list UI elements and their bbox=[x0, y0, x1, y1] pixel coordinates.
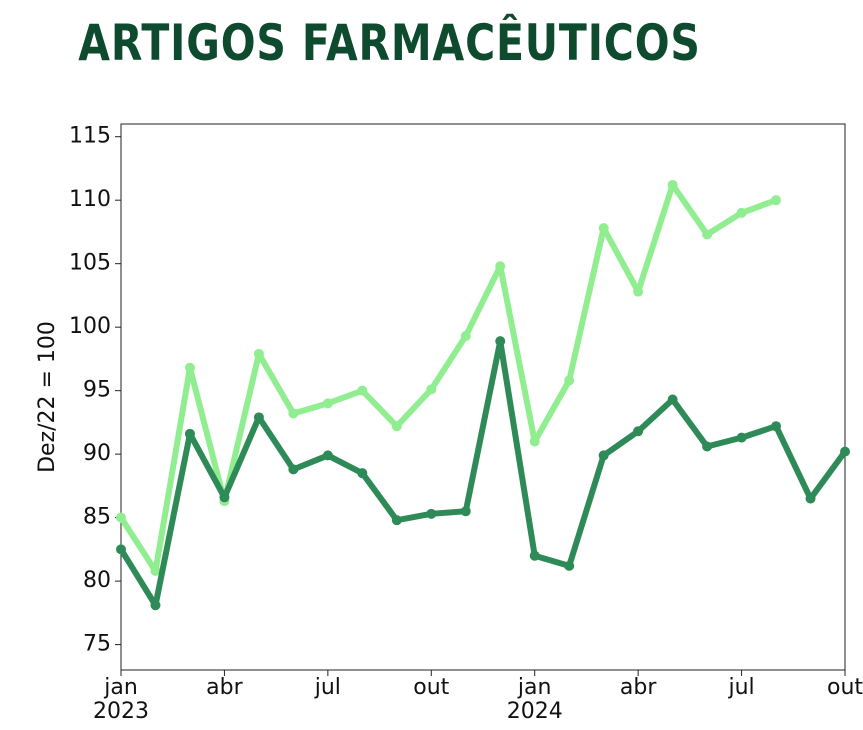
data-point bbox=[702, 441, 713, 452]
data-point bbox=[529, 550, 540, 561]
x-tick-label: jul bbox=[728, 675, 755, 700]
y-tick-label: 85 bbox=[83, 505, 111, 530]
data-point bbox=[460, 506, 471, 517]
data-point bbox=[495, 336, 506, 347]
data-point bbox=[219, 492, 230, 503]
x-tick-label: out bbox=[413, 675, 450, 700]
data-point bbox=[150, 565, 161, 576]
data-point bbox=[391, 421, 402, 432]
data-point bbox=[598, 450, 609, 461]
data-point bbox=[357, 468, 368, 479]
data-point bbox=[253, 412, 264, 423]
chart-title: ARTIGOS FARMACÊUTICOS bbox=[78, 14, 701, 72]
x-tick-label: jul bbox=[314, 675, 341, 700]
series bbox=[116, 179, 782, 576]
data-point bbox=[495, 261, 506, 272]
data-point bbox=[633, 286, 644, 297]
data-point bbox=[736, 432, 747, 443]
data-point bbox=[426, 508, 437, 519]
data-point bbox=[633, 426, 644, 437]
y-tick-label: 100 bbox=[69, 314, 111, 339]
x-tick-label: out bbox=[826, 675, 863, 700]
data-point bbox=[184, 362, 195, 373]
y-tick-label: 115 bbox=[69, 124, 111, 149]
x-tick-label: jan 2023 bbox=[93, 675, 149, 724]
data-point bbox=[184, 428, 195, 439]
data-point bbox=[288, 464, 299, 475]
data-point bbox=[288, 408, 299, 419]
plot-frame bbox=[120, 123, 846, 671]
x-tick-label: abr bbox=[206, 675, 243, 700]
data-point bbox=[598, 223, 609, 234]
data-point bbox=[322, 398, 333, 409]
x-tick-label: jan 2024 bbox=[506, 675, 563, 724]
y-tick-label: 105 bbox=[69, 251, 111, 276]
data-point bbox=[322, 450, 333, 461]
y-tick-label: 80 bbox=[83, 568, 111, 593]
data-point bbox=[805, 493, 816, 504]
y-tick-label: 95 bbox=[83, 378, 111, 403]
y-tick-label: 110 bbox=[69, 187, 111, 212]
data-point bbox=[667, 394, 678, 405]
data-point bbox=[529, 436, 540, 447]
data-point bbox=[564, 375, 575, 386]
data-point bbox=[116, 544, 126, 555]
data-point bbox=[426, 384, 437, 395]
data-point bbox=[150, 600, 161, 611]
data-point bbox=[391, 515, 402, 526]
data-point bbox=[116, 512, 126, 523]
data-point bbox=[771, 195, 782, 206]
data-point bbox=[840, 446, 850, 457]
series-line bbox=[118, 338, 848, 609]
data-point bbox=[736, 207, 747, 218]
data-point bbox=[460, 331, 471, 342]
y-tick-label: 75 bbox=[83, 632, 111, 657]
series bbox=[116, 336, 850, 611]
data-point bbox=[667, 179, 678, 190]
data-point bbox=[771, 421, 782, 432]
data-point bbox=[702, 229, 713, 240]
y-tick-label: 90 bbox=[83, 441, 111, 466]
x-tick-label: abr bbox=[619, 675, 657, 700]
y-axis-label: Dez/22 = 100 bbox=[35, 321, 60, 473]
data-point bbox=[253, 348, 264, 359]
data-point bbox=[357, 385, 368, 396]
data-point bbox=[564, 560, 575, 571]
